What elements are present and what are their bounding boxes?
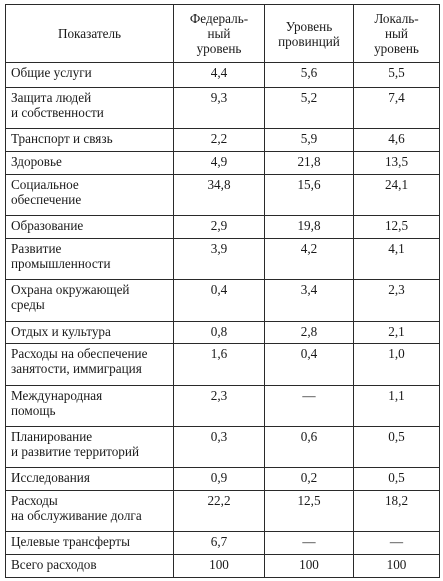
table-row: Транспорт и связь 2,2 5,9 4,6 bbox=[5, 128, 440, 152]
provincial-value: 3,4 bbox=[264, 279, 354, 322]
local-value: 2,1 bbox=[353, 320, 440, 345]
provincial-value: 5,9 bbox=[264, 128, 354, 152]
local-value: 1,1 bbox=[353, 384, 440, 427]
row-label: Образование bbox=[5, 215, 174, 239]
row-label: Планирование и развитие территорий bbox=[5, 425, 174, 469]
provincial-value: 5,6 bbox=[264, 62, 354, 88]
table-row: Расходы на обслуживание долга 22,2 12,5 18,… bbox=[5, 490, 440, 533]
local-value: 4,1 bbox=[353, 237, 440, 281]
header-provincial: Уровень провинций bbox=[264, 4, 354, 63]
federal-value: 1,6 bbox=[173, 343, 265, 386]
federal-value: 0,4 bbox=[173, 279, 265, 322]
table-row: Здоровье 4,9 21,8 13,5 bbox=[5, 150, 440, 175]
row-label: Целевые трансферты bbox=[5, 531, 174, 556]
row-label: Расходы на обслуживание долга bbox=[5, 490, 174, 533]
row-label: Здоровье bbox=[5, 150, 174, 175]
provincial-value: 19,8 bbox=[264, 215, 354, 239]
provincial-value: 4,2 bbox=[264, 237, 354, 281]
local-value: 100 bbox=[353, 554, 440, 578]
table-row: Развитие промышленности 3,9 4,2 4,1 bbox=[5, 237, 440, 281]
federal-value: 100 bbox=[173, 554, 265, 578]
header-local: Локаль- ный уровень bbox=[353, 4, 440, 63]
table-row: Планирование и развитие территорий 0,3 0,6… bbox=[5, 425, 440, 469]
local-value: 1,0 bbox=[353, 343, 440, 386]
federal-value: 34,8 bbox=[173, 173, 265, 217]
local-value: 13,5 bbox=[353, 150, 440, 175]
provincial-value: 21,8 bbox=[264, 150, 354, 175]
table-row: Социальное обеспечение 34,8 15,6 24,1 bbox=[5, 173, 440, 217]
local-value: 0,5 bbox=[353, 467, 440, 492]
federal-value: 4,4 bbox=[173, 62, 265, 88]
local-value: 5,5 bbox=[353, 62, 440, 88]
federal-value: 2,3 bbox=[173, 384, 265, 427]
row-label: Расходы на обеспечение занятости, иммигр… bbox=[5, 343, 174, 386]
local-value: 0,5 bbox=[353, 425, 440, 469]
row-label: Социальное обеспечение bbox=[5, 173, 174, 217]
header-indicator: Показатель bbox=[5, 4, 174, 63]
local-value: 24,1 bbox=[353, 173, 440, 217]
federal-value: 0,3 bbox=[173, 425, 265, 469]
table-row: Отдых и культура 0,8 2,8 2,1 bbox=[5, 320, 440, 345]
provincial-value: 12,5 bbox=[264, 490, 354, 533]
row-label: Отдых и культура bbox=[5, 320, 174, 345]
provincial-value: 15,6 bbox=[264, 173, 354, 217]
local-value: 18,2 bbox=[353, 490, 440, 533]
federal-value: 22,2 bbox=[173, 490, 265, 533]
provincial-value: 0,4 bbox=[264, 343, 354, 386]
table-row: Защита людей и собственности 9,3 5,2 7,4 bbox=[5, 86, 440, 130]
provincial-value: 0,6 bbox=[264, 425, 354, 469]
provincial-value: — bbox=[264, 531, 354, 556]
federal-value: 9,3 bbox=[173, 86, 265, 130]
row-label: Исследования bbox=[5, 467, 174, 492]
header-row: Показатель Федераль- ный уровень Уровень… bbox=[5, 4, 440, 63]
federal-value: 0,8 bbox=[173, 320, 265, 345]
row-label: Транспорт и связь bbox=[5, 128, 174, 152]
row-label: Развитие промышленности bbox=[5, 237, 174, 281]
table-row: Всего расходов 100 100 100 bbox=[5, 554, 440, 578]
row-label: Защита людей и собственности bbox=[5, 86, 174, 130]
local-value: 7,4 bbox=[353, 86, 440, 130]
provincial-value: 5,2 bbox=[264, 86, 354, 130]
row-label: Общие услуги bbox=[5, 62, 174, 88]
provincial-value: 0,2 bbox=[264, 467, 354, 492]
header-federal: Федераль- ный уровень bbox=[173, 4, 265, 63]
row-label: Всего расходов bbox=[5, 554, 174, 578]
table-row: Образование 2,9 19,8 12,5 bbox=[5, 215, 440, 239]
row-label: Международная помощь bbox=[5, 384, 174, 427]
federal-value: 4,9 bbox=[173, 150, 265, 175]
row-label: Охрана окружающей среды bbox=[5, 279, 174, 322]
federal-value: 6,7 bbox=[173, 531, 265, 556]
provincial-value: 2,8 bbox=[264, 320, 354, 345]
table-row: Охрана окружающей среды 0,4 3,4 2,3 bbox=[5, 279, 440, 322]
federal-value: 2,2 bbox=[173, 128, 265, 152]
local-value: 4,6 bbox=[353, 128, 440, 152]
federal-value: 3,9 bbox=[173, 237, 265, 281]
provincial-value: 100 bbox=[264, 554, 354, 578]
federal-value: 2,9 bbox=[173, 215, 265, 239]
table-row: Расходы на обеспечение занятости, иммигр… bbox=[5, 343, 440, 386]
local-value: 2,3 bbox=[353, 279, 440, 322]
provincial-value: — bbox=[264, 384, 354, 427]
table-row: Общие услуги 4,4 5,6 5,5 bbox=[5, 62, 440, 88]
table-row: Международная помощь 2,3—1,1 bbox=[5, 384, 440, 427]
federal-value: 0,9 bbox=[173, 467, 265, 492]
local-value: 12,5 bbox=[353, 215, 440, 239]
table-row: Целевые трансферты 6,7— — bbox=[5, 531, 440, 556]
local-value: — bbox=[353, 531, 440, 556]
expenditure-table: Показатель Федераль- ный уровень Уровень… bbox=[5, 4, 440, 578]
table-row: Исследования 0,9 0,2 0,5 bbox=[5, 467, 440, 492]
